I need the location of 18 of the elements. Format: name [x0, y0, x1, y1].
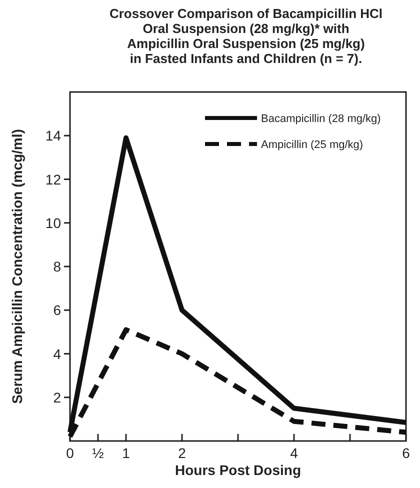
y-axis-title: Serum Ampicillin Concentration (mcg/ml): [9, 129, 25, 404]
y-tick-label: 4: [53, 346, 62, 362]
chart-title: Crossover Comparison of Bacampicillin HCl Oral Suspension (28 mg/kg)* with Ampicillin Oral Suspension (25 mg/kg) in Fasted Infants and Children (n = 7).: [109, 6, 383, 66]
x-tick-label: ½: [92, 445, 104, 461]
y-tick-label: 10: [45, 214, 62, 231]
x-tick-label: 1: [122, 445, 130, 461]
legend-label: Bacampicillin (28 mg/kg): [261, 113, 381, 125]
x-axis-title: Hours Post Dosing: [174, 462, 302, 478]
y-tick-label: 14: [45, 128, 62, 144]
y-tick-label: 12: [45, 171, 62, 188]
x-tick-label: 0: [66, 445, 74, 461]
y-tick-label: 6: [53, 302, 62, 318]
legend-label: Ampicillin (25 mg/kg): [261, 139, 364, 151]
y-tick-label: 2: [53, 389, 62, 406]
y-tick-label: 8: [53, 258, 62, 274]
x-tick-label: 6: [402, 445, 410, 461]
x-tick-label: 4: [290, 445, 298, 461]
x-tick-label: 2: [178, 445, 186, 461]
